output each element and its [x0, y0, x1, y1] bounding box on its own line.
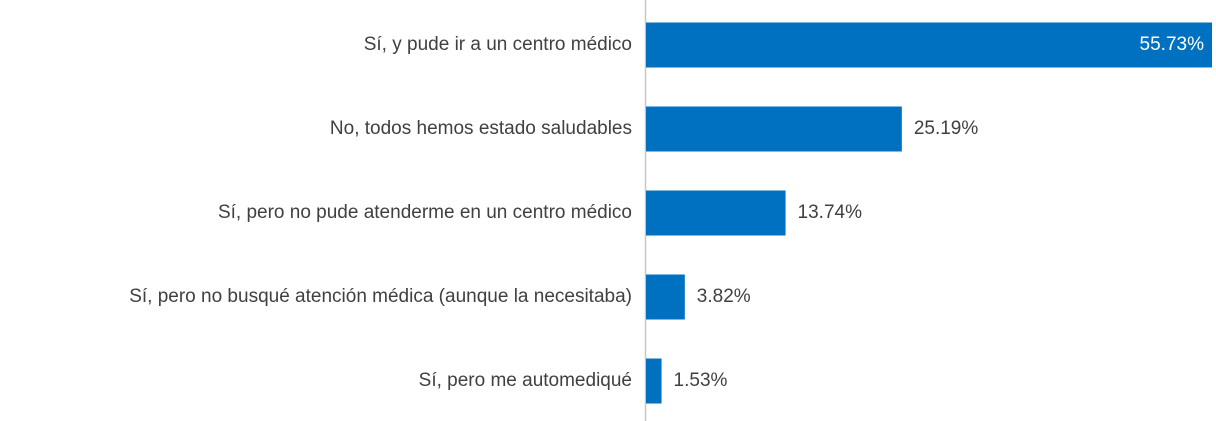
category-label: Sí, pero no pude atenderme en un centro …: [218, 202, 632, 223]
category-label: Sí, y pude ir a un centro médico: [364, 34, 632, 55]
value-label: 25.19%: [914, 118, 979, 139]
value-label: 1.53%: [674, 370, 728, 391]
bar: [646, 22, 1212, 68]
bar: [646, 190, 786, 236]
bar: [646, 274, 685, 320]
category-label: Sí, pero no busqué atención médica (aunq…: [129, 286, 632, 307]
value-label: 3.82%: [697, 286, 751, 307]
value-label: 13.74%: [798, 202, 863, 223]
category-label: Sí, pero me automediqué: [419, 370, 632, 391]
category-label: No, todos hemos estado saludables: [330, 118, 632, 139]
value-label: 55.73%: [1140, 34, 1205, 55]
bar: [646, 358, 662, 404]
bar: [646, 106, 902, 152]
